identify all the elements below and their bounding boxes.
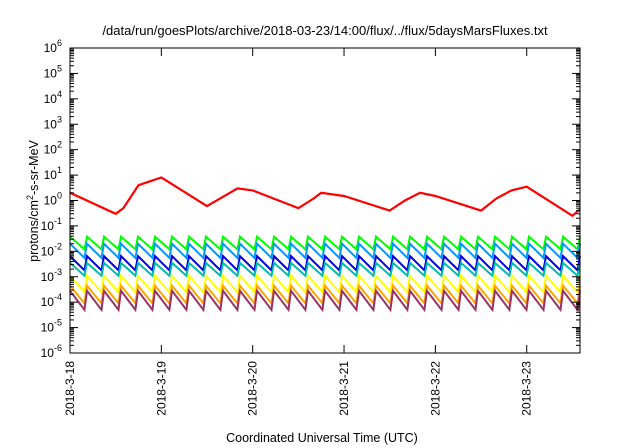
y-axis-label-sup: 2 — [25, 195, 35, 200]
y-tick-label: 10-4 — [41, 292, 62, 309]
x-tick-label: 2018-3-20 — [246, 361, 260, 416]
y-tick-label: 103 — [44, 114, 62, 131]
series-line-1 — [69, 176, 581, 218]
x-tick-label: 2018-3-22 — [428, 361, 442, 416]
y-tick-label: 10-5 — [41, 318, 62, 335]
series-line-3 — [69, 241, 581, 260]
y-tick-label: 10-3 — [41, 267, 62, 284]
x-tick-label: 2018-3-23 — [520, 361, 534, 416]
y-tick-label: 101 — [44, 165, 62, 182]
chart-title: /data/run/goesPlots/archive/2018-03-23/1… — [102, 23, 548, 38]
series-line-8 — [69, 288, 581, 313]
y-axis-label-pre: protons/cm — [27, 200, 41, 262]
y-tick-label: 104 — [44, 89, 62, 106]
y-tick-label: 100 — [44, 191, 62, 208]
series-layer — [69, 176, 581, 313]
series-line-5 — [69, 260, 581, 278]
x-tick-label: 2018-3-18 — [63, 361, 77, 416]
y-axis-label-post: -s-sr-MeV — [27, 139, 41, 195]
svg-text:protons/cm2-s-sr-MeV: protons/cm2-s-sr-MeV — [25, 139, 41, 261]
series-line-7 — [69, 283, 581, 306]
y-tick-label: 10-1 — [41, 216, 62, 233]
tick-layer: 10-6 10-5 10-4 10-3 10-2 10-1 100 101 102 103 104 1… — [41, 38, 580, 416]
x-axis-label: Coordinated Universal Time (UTC) — [226, 431, 418, 445]
x-tick-label: 2018-3-21 — [337, 361, 351, 416]
y-tick-label: 105 — [44, 63, 62, 80]
series-line-2 — [69, 234, 581, 252]
y-tick-label: 102 — [44, 140, 62, 157]
series-line-6 — [69, 273, 581, 295]
y-tick-label: 10-2 — [41, 241, 62, 258]
y-axis-label: protons/cm2-s-sr-MeV — [25, 139, 41, 261]
series-line-4 — [69, 254, 581, 273]
y-tick-label: 10-6 — [41, 343, 62, 360]
plot-frame — [69, 47, 581, 354]
y-tick-label: 106 — [44, 38, 62, 55]
x-tick-label: 2018-3-19 — [154, 361, 168, 416]
